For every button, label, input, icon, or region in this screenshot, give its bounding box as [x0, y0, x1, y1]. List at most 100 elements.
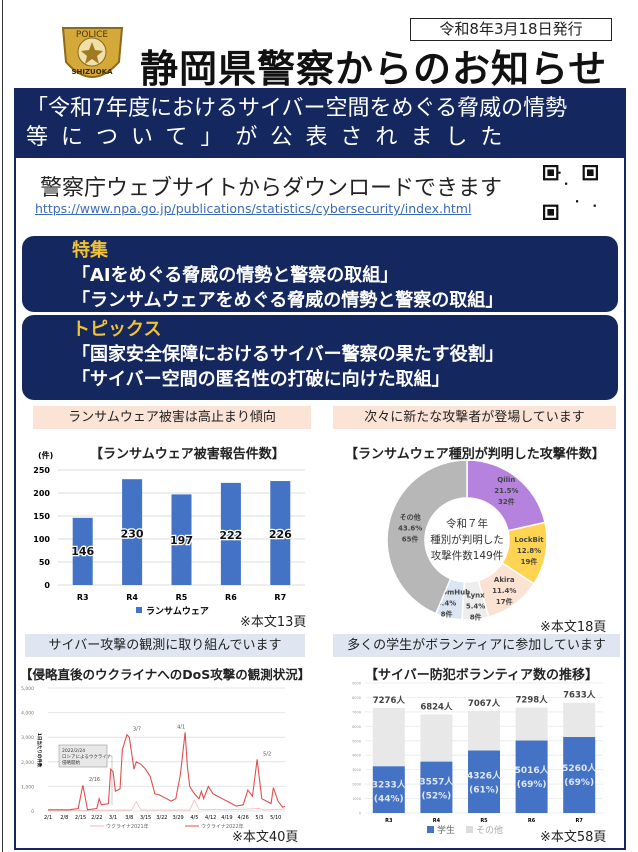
y-tick-label: 9000 — [352, 682, 361, 686]
y-tick-label: 6000 — [352, 725, 361, 729]
content-frame — [14, 88, 626, 850]
annotation-text: 侵略開始 — [62, 759, 80, 766]
x-tick-label: 5/10 — [270, 815, 281, 821]
dos-panel-header: サイバー攻撃の観測に取り組んでいます — [25, 634, 305, 657]
slice-label: 8件 — [441, 609, 453, 618]
bar-other — [468, 710, 500, 751]
x-tick-label: R6 — [225, 593, 237, 602]
annotation-text: ロシアによるウクライナ — [62, 753, 112, 760]
y-tick-label: 200 — [33, 489, 50, 498]
x-tick-label: 3/1 — [109, 815, 117, 821]
volunteer-panel-header: 多くの学生がボランティアに参加しています — [333, 634, 620, 657]
peak-label: 3/7 — [133, 727, 141, 733]
y-tick-label: 0 — [31, 809, 34, 815]
feature-item: 「ランサムウェアをめぐる脅威の情勢と警察の取組」 — [72, 290, 504, 311]
data-label: 197 — [170, 534, 193, 547]
announcement-banner: 「令和7年度におけるサイバー空間をめぐる脅威の情勢 等について」が公表されました — [14, 88, 626, 158]
y-tick-label: 5,000 — [21, 686, 34, 692]
legend-swatch — [136, 607, 142, 613]
slice-label: 43.6% — [398, 524, 422, 532]
slice-label: 11.4% — [492, 587, 516, 595]
svg-text:POLICE: POLICE — [76, 30, 108, 40]
slice-label: 21.5% — [494, 487, 518, 495]
total-label: 7298人 — [516, 695, 549, 706]
bar-other — [515, 707, 548, 741]
topics-box: トピックス 「国家安全保障におけるサイバー警察の果たす役割」 「サイバー空間の匿… — [22, 315, 618, 400]
legend-label: 学生 — [437, 824, 455, 836]
x-tick-label: 2/1 — [44, 815, 52, 821]
topic-item: 「サイバー空間の匿名性の打破に向けた取組」 — [72, 369, 450, 390]
x-tick-label: R5 — [176, 593, 188, 602]
x-tick-label: R3 — [385, 818, 393, 824]
slice-label: RansomHub — [423, 588, 470, 596]
svg-text:SHIZUOKA: SHIZUOKA — [71, 68, 113, 76]
legend-label: ウクライナ2021年 — [106, 823, 149, 830]
bar-other — [372, 707, 405, 767]
types-panel-header: 次々に新たな攻撃者が登場しています — [333, 406, 616, 429]
y-tick-label: 1000 — [352, 797, 361, 801]
total-label: 6824人 — [420, 701, 453, 712]
legend-label: その他 — [476, 824, 503, 836]
x-tick-label: 4/26 — [238, 815, 249, 821]
x-tick-label: R4 — [433, 818, 441, 824]
legend-swatch — [466, 826, 473, 833]
banner-line-2: 等について」が公表されました — [26, 125, 516, 150]
qr-module — [565, 182, 568, 185]
x-tick-label: 4/12 — [205, 815, 216, 821]
total-label: 7633人 — [563, 690, 596, 701]
legend-label: ランサムウェア — [146, 606, 209, 617]
x-tick-label: R7 — [576, 818, 584, 824]
bar-students — [372, 766, 405, 813]
data-label: 222 — [219, 529, 242, 542]
x-tick-label: 2/22 — [91, 815, 102, 821]
qr-finder — [582, 165, 598, 181]
data-label: 230 — [121, 527, 144, 540]
x-tick-label: 3/15 — [140, 815, 151, 821]
volunteer-chart-title: 【サイバー防犯ボランティア数の推移】 — [365, 668, 598, 683]
donut-center-text: 令和７年 — [446, 517, 488, 530]
types-chart-title: 【ランサムウェア種別が判明した攻撃件数】 — [345, 447, 605, 462]
peak-label: 2/16 — [89, 777, 100, 783]
bar — [220, 482, 241, 585]
dos-chart-title: 【侵略直後のウクライナへのDoS攻撃の観測状況】 — [20, 667, 311, 682]
legend-label: ウクライナ2022年 — [201, 823, 244, 830]
bar-other — [563, 702, 596, 738]
peak-label: 5/2 — [263, 751, 271, 757]
y-tick-label: 2000 — [352, 783, 361, 787]
student-share: (69%) — [564, 778, 594, 788]
bar-students — [515, 740, 548, 813]
slice-label: 17件 — [496, 597, 513, 606]
x-tick-label: 2/15 — [75, 815, 86, 821]
student-label: 3233人 — [372, 778, 407, 790]
series-line — [47, 798, 286, 811]
student-share: (44%) — [374, 794, 404, 804]
qr-code-icon[interactable] — [543, 165, 598, 220]
y-tick-label: 5000 — [352, 739, 361, 743]
y-axis-label: 1日当たりの件数 — [36, 733, 43, 768]
x-tick-label: R7 — [274, 593, 286, 602]
y-axis-label: (件) — [38, 450, 53, 460]
x-tick-label: 2/8 — [60, 815, 68, 821]
ransom-panel-header: ランサムウェア被害は高止まり傾向 — [33, 406, 311, 429]
slice-label: 32件 — [498, 497, 515, 506]
ransom-note: ※本文13頁 — [240, 615, 307, 630]
qr-finder-center — [547, 169, 554, 176]
issue-date: 令和8年3月18日発行 — [410, 18, 612, 41]
download-link[interactable]: https://www.npa.go.jp/publications/stati… — [35, 201, 472, 216]
y-tick-label: 8000 — [352, 696, 361, 700]
slice-label: 5.4% — [466, 603, 485, 611]
student-label: 5260人 — [562, 762, 597, 774]
x-tick-label: 3/22 — [156, 815, 167, 821]
data-label: 226 — [269, 528, 292, 541]
page-edge — [2, 0, 3, 852]
ransom-chart-title: 【ランサムウェア被害報告件数】 — [90, 447, 285, 462]
bar — [270, 481, 291, 585]
qr-finder-center — [587, 169, 594, 176]
slice-label: 8件 — [470, 613, 482, 622]
bar — [122, 479, 143, 585]
x-tick-label: 5/3 — [255, 815, 263, 821]
features-heading: 特集 — [72, 240, 108, 261]
qr-finder-center — [547, 209, 554, 216]
y-tick-label: 7000 — [352, 710, 361, 714]
y-tick-label: 3,000 — [21, 735, 34, 741]
